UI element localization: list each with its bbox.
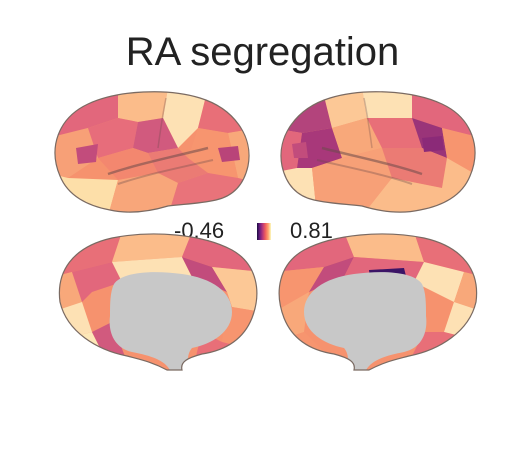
left-lateral-surface — [48, 88, 258, 216]
right-medial-surface — [274, 232, 484, 372]
right-lateral-surface — [272, 88, 482, 216]
colorbar: -0.46 0.81 — [0, 216, 525, 246]
colorbar-gradient — [257, 223, 271, 240]
colorbar-max-label: 0.81 — [290, 218, 333, 243]
left-medial-surface — [52, 232, 262, 372]
figure-title: RA segregation — [125, 30, 400, 74]
